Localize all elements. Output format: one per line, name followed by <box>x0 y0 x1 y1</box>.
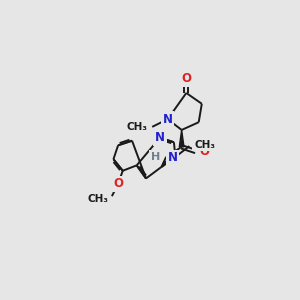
Text: O: O <box>181 72 191 85</box>
Polygon shape <box>179 130 184 147</box>
Text: CH₃: CH₃ <box>127 122 148 132</box>
Text: N: N <box>168 151 178 164</box>
Text: O: O <box>200 145 209 158</box>
Text: H: H <box>151 152 160 162</box>
Text: CH₃: CH₃ <box>88 194 109 204</box>
Text: N: N <box>155 131 165 144</box>
Text: N: N <box>163 113 173 126</box>
Text: CH₃: CH₃ <box>194 140 215 150</box>
Text: O: O <box>113 177 123 190</box>
